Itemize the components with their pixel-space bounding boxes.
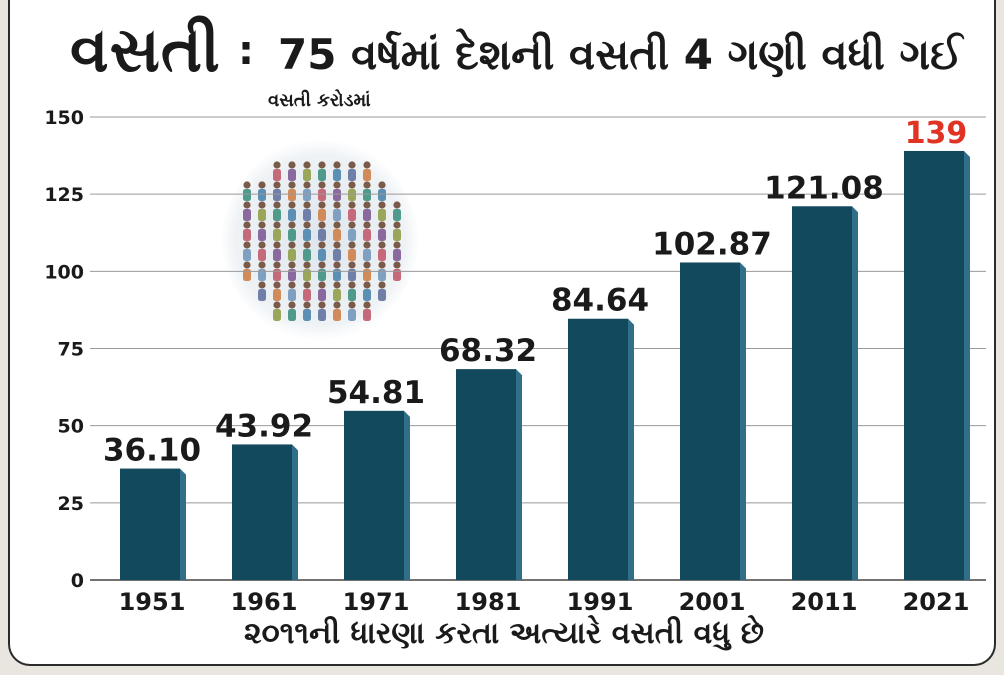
y-tick-label: 0: [71, 570, 84, 592]
data-label: 68.32: [439, 333, 537, 369]
x-tick-label: 1951: [119, 588, 186, 616]
bar: [792, 206, 852, 580]
x-tick-label: 2011: [791, 588, 858, 616]
bar-side: [964, 150, 970, 580]
bar-side: [292, 444, 298, 580]
bar-side: [516, 369, 522, 580]
bar-side: [740, 262, 746, 580]
x-tick-label: 1991: [567, 588, 634, 616]
bar-side: [628, 318, 634, 580]
title-subtitle: 75 વર્ષમાં દેશની વસતી 4 ગણી વધી ગઈ: [278, 30, 963, 79]
y-axis-unit-label: વસતી કરોડમાં: [268, 90, 371, 111]
bar: [680, 262, 740, 580]
x-tick-label: 2001: [679, 588, 746, 616]
title-main: વસતી: [70, 13, 221, 86]
bar-chart: 0 25 50 75 100 125 150 36.10 1951 43.92 1961 54.81 1…: [44, 107, 986, 616]
data-label: 84.64: [551, 283, 649, 319]
bar-side: [404, 410, 410, 580]
data-label: 121.08: [764, 170, 884, 206]
data-label: 139: [905, 116, 968, 151]
x-tick-label: 1981: [455, 588, 522, 616]
y-tick-label: 150: [44, 107, 84, 129]
y-tick-label: 50: [58, 416, 84, 438]
data-label: 36.10: [103, 433, 201, 469]
bar: [904, 150, 964, 580]
bar: [344, 410, 404, 580]
chart-title: વસતી : 75 વર્ષમાં દેશની વસતી 4 ગણી વધી ગ…: [10, 13, 994, 94]
x-tick-label: 1961: [231, 588, 298, 616]
bar-side: [180, 468, 186, 580]
bar: [232, 444, 292, 580]
y-tick-label: 75: [58, 339, 84, 361]
bar-side: [852, 206, 858, 580]
data-label: 43.92: [215, 408, 313, 444]
x-tick-label: 1971: [343, 588, 410, 616]
crowd-people-icon: [243, 161, 401, 321]
bar: [120, 468, 180, 580]
y-tick-label: 25: [58, 493, 84, 515]
y-tick-label: 100: [44, 261, 84, 283]
title-separator: :: [238, 28, 254, 74]
bar: [456, 369, 516, 580]
bar: [568, 318, 628, 580]
data-label: 102.87: [652, 226, 772, 262]
chart-card: વસતી : 75 વર્ષમાં દેશની વસતી 4 ગણી વધી ગ…: [8, 0, 996, 666]
x-axis-title: ૨૦૧૧ની ધારણા કરતા અત્યારે વસતી વધુ છે: [244, 616, 764, 651]
data-label: 54.81: [327, 375, 425, 411]
x-tick-label: 2021: [903, 588, 970, 616]
y-tick-label: 125: [44, 184, 84, 206]
